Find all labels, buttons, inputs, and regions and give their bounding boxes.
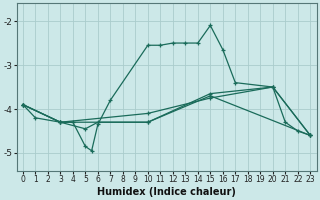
X-axis label: Humidex (Indice chaleur): Humidex (Indice chaleur) [97,187,236,197]
